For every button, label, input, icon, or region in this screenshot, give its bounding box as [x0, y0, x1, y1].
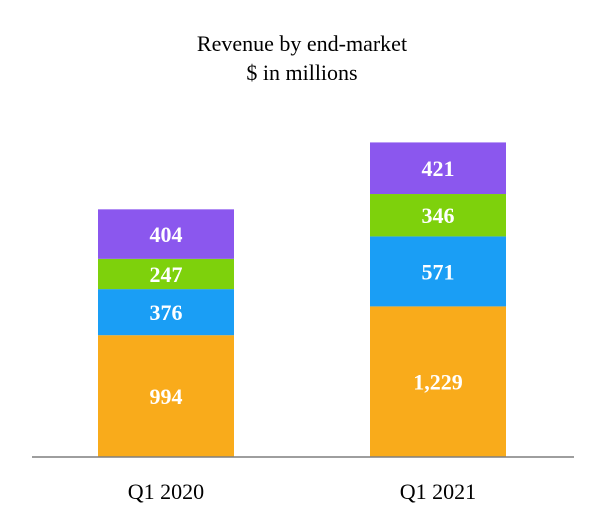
- data-label-1-1: 571: [422, 259, 455, 284]
- data-label-1-2: 346: [422, 203, 455, 228]
- bar-segment-1-2: [370, 194, 506, 237]
- bar-segment-0-2: [98, 258, 234, 290]
- data-label-0-0: 994: [150, 384, 183, 409]
- bar-segment-1-0: [370, 306, 506, 457]
- data-label-0-2: 247: [150, 262, 183, 287]
- x-axis-ticks: Q1 2020 Q1 2021: [128, 479, 476, 504]
- bar-segment-1-1: [370, 236, 506, 307]
- bar-segment-0-1: [98, 289, 234, 336]
- bar-segment-1-3: [370, 142, 506, 195]
- data-label-0-1: 376: [150, 300, 183, 325]
- data-label-1-3: 421: [422, 156, 455, 181]
- bar-segment-0-0: [98, 335, 234, 457]
- chart-title: Revenue by end-market: [197, 31, 407, 56]
- chart-subtitle: $ in millions: [246, 60, 357, 85]
- bar-segment-0-3: [98, 209, 234, 259]
- data-label-1-0: 1,229: [413, 370, 463, 395]
- x-tick-label-1: Q1 2021: [400, 479, 476, 504]
- bars-group: 994 376 247 404 1,229 571 346 421: [98, 142, 506, 457]
- data-label-0-3: 404: [150, 222, 183, 247]
- x-tick-label-0: Q1 2020: [128, 479, 204, 504]
